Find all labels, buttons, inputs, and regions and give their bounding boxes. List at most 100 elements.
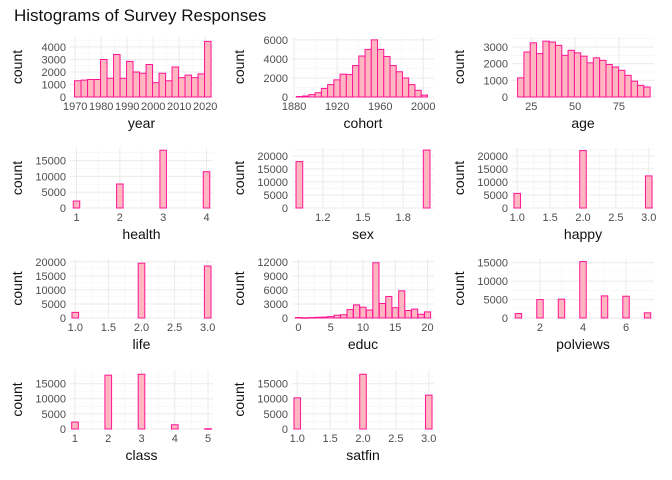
y-tick-label: 0 xyxy=(282,92,288,104)
panel-health: 0 5000 10000 15000 1 2 3 4 health count xyxy=(9,148,213,242)
x-tick-label: 1990 xyxy=(115,101,139,113)
x-tick-label: 1.5 xyxy=(355,212,370,224)
histogram-bar xyxy=(378,302,386,319)
histogram-bar xyxy=(145,64,154,98)
y-tick-label: 20000 xyxy=(257,151,288,163)
x-tick-label: 6 xyxy=(623,322,629,334)
x-tick-label: 2.5 xyxy=(608,212,623,224)
panel-satfin: 0 5000 10000 15000 1.0 1.5 2.0 2.5 3.0 satfin coun… xyxy=(231,370,436,463)
histogram-bar xyxy=(517,77,525,98)
x-tick-label: 2020 xyxy=(193,101,217,113)
x-axis-title: cohort xyxy=(344,115,383,131)
bars xyxy=(293,373,433,430)
x-axis-title: polviews xyxy=(556,336,610,352)
bars xyxy=(513,150,653,209)
histogram-bar xyxy=(643,312,652,319)
x-tick-label: 4 xyxy=(580,322,586,334)
histogram-bar xyxy=(383,56,391,98)
x-tick-label: 3 xyxy=(138,433,144,445)
histogram-bar xyxy=(586,62,594,98)
bars xyxy=(71,373,212,430)
major-gridlines xyxy=(292,148,434,209)
histogram-bar xyxy=(622,295,630,319)
x-tick-label: 2000 xyxy=(411,101,435,113)
y-tick-label: 15000 xyxy=(257,164,288,176)
histogram-bar xyxy=(307,317,315,319)
histogram-bar xyxy=(359,373,367,430)
panel-polviews: 0 5000 10000 15000 2 4 6 polviews count xyxy=(451,258,654,352)
histogram-bar xyxy=(536,299,544,319)
y-tick-label: 20000 xyxy=(477,151,508,163)
histogram-bar xyxy=(358,55,366,98)
histogram-bar xyxy=(618,69,626,98)
histogram-bar xyxy=(370,39,379,98)
y-tick-label: 10000 xyxy=(477,177,508,189)
histogram-bar xyxy=(165,80,173,98)
histogram-bar xyxy=(204,40,212,98)
histogram-bar xyxy=(327,316,335,319)
histogram-bar xyxy=(301,317,309,319)
histogram-bar xyxy=(71,421,79,430)
y-tick-label: 0 xyxy=(60,424,66,436)
histogram-bar xyxy=(420,94,428,98)
histogram-bar xyxy=(320,316,328,319)
histogram-bar xyxy=(605,64,613,98)
histogram-bar xyxy=(293,397,302,430)
y-tick-label: 12000 xyxy=(257,257,288,269)
x-tick-label: 3.0 xyxy=(421,433,436,445)
bars xyxy=(517,40,651,98)
x-tick-label: 1.5 xyxy=(322,433,337,445)
x-tick-label: 1970 xyxy=(63,101,87,113)
histogram-bar xyxy=(139,72,147,98)
histogram-bar xyxy=(87,79,95,98)
histogram-bar xyxy=(579,150,587,209)
y-tick-label: 20000 xyxy=(35,257,66,269)
panel-class: 0 5000 10000 15000 1 2 3 4 5 class count xyxy=(9,370,213,463)
y-tick-label: 2000 xyxy=(484,59,508,71)
x-tick-label: 3 xyxy=(160,212,166,224)
x-axis-title: sex xyxy=(352,226,374,242)
x-tick-label: 1 xyxy=(72,433,78,445)
x-tick-label: 50 xyxy=(569,101,581,113)
x-tick-label: 1960 xyxy=(368,101,392,113)
histogram-bar xyxy=(600,295,609,319)
y-tick-label: 10000 xyxy=(35,285,66,297)
histogram-bar xyxy=(352,65,360,98)
x-tick-label: 0 xyxy=(295,322,301,334)
x-tick-label: 5 xyxy=(205,433,211,445)
x-tick-label: 1.0 xyxy=(68,322,83,334)
y-tick-label: 1000 xyxy=(42,80,66,92)
histogram-bar xyxy=(106,77,115,98)
histogram-bar xyxy=(548,41,556,98)
y-axis-title: count xyxy=(9,50,25,84)
y-tick-label: 1000 xyxy=(484,75,508,87)
y-axis-title: count xyxy=(9,161,25,195)
y-tick-label: 3000 xyxy=(264,299,288,311)
y-tick-label: 5000 xyxy=(484,190,508,202)
panel-life: 0 5000 10000 15000 20000 1.0 1.5 2.0 2.5 3.0 life c… xyxy=(9,257,215,352)
x-tick-label: 10 xyxy=(357,322,369,334)
histogram-bar xyxy=(340,314,348,319)
histogram-bar xyxy=(93,79,102,98)
x-tick-label: 1.2 xyxy=(315,212,330,224)
histogram-bar xyxy=(389,65,397,98)
histogram-bar xyxy=(116,183,124,209)
x-tick-label: 1920 xyxy=(325,101,349,113)
histogram-bar xyxy=(104,374,113,430)
histogram-bar xyxy=(204,428,212,430)
histogram-bar xyxy=(637,84,645,98)
figure-title: Histograms of Survey Responses xyxy=(14,6,266,25)
bars xyxy=(71,262,212,319)
histogram-bar xyxy=(372,262,380,319)
y-tick-label: 10000 xyxy=(477,276,508,288)
histogram-bar xyxy=(377,48,385,98)
histogram-bar xyxy=(170,424,179,430)
x-tick-label: 75 xyxy=(613,101,625,113)
histogram-bar xyxy=(395,71,403,98)
histogram-bar xyxy=(119,77,128,98)
x-tick-label: 15 xyxy=(389,322,401,334)
histogram-bar xyxy=(422,149,431,209)
histogram-bar xyxy=(630,80,639,98)
panel-cohort: 0 2000 4000 6000 1880 1920 1960 2000 cohort count xyxy=(231,35,435,131)
